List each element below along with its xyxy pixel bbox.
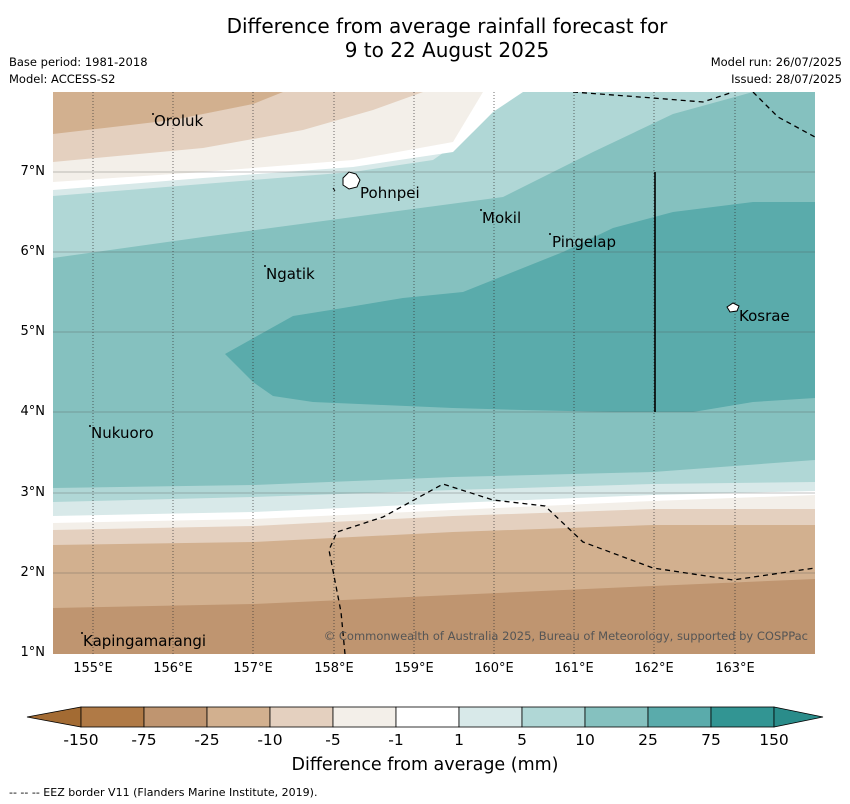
colorbar-tick-label: 150 — [759, 731, 789, 749]
meta-left: Base period: 1981-2018 Model: ACCESS-S2 — [9, 54, 148, 88]
lon-label-163e: 163°E — [715, 661, 755, 676]
place-kosrae: Kosrae — [739, 307, 790, 325]
eez-border-north — [572, 92, 815, 138]
lat-label-1n: 1°N — [20, 645, 46, 660]
lon-label-160e: 160°E — [474, 661, 514, 676]
graticule — [92, 92, 736, 654]
place-labels: Oroluk Pohnpei Mokil Pingelap Ngatik Kos… — [81, 112, 790, 650]
title-line-1: Difference from average rainfall forecas… — [226, 14, 668, 38]
lon-label-156e: 156°E — [153, 661, 193, 676]
ngatik-marker — [264, 265, 266, 267]
colorbar-swatches — [26, 706, 824, 728]
colorbar: -150 -75 -25 -10 -5 -1 1 5 10 25 75 150 — [26, 706, 824, 749]
issued-text: Issued: 28/07/2025 — [731, 72, 842, 86]
colorbar-swatch — [458, 706, 523, 728]
lon-label-157e: 157°E — [233, 661, 273, 676]
colorbar-extend-high — [773, 706, 824, 728]
lat-label-2n: 2°N — [20, 565, 46, 580]
lat-label-4n: 4°N — [20, 404, 46, 419]
band-25-blob — [225, 202, 815, 412]
pohnpei-island-icon — [342, 171, 361, 190]
place-ngatik: Ngatik — [266, 265, 315, 283]
place-nukuoro: Nukuoro — [91, 424, 154, 442]
colorbar-swatch — [521, 706, 586, 728]
lat-label-5n: 5°N — [20, 324, 46, 339]
colorbar-tick-label: -5 — [325, 731, 340, 749]
colorbar-tick-label: 10 — [575, 731, 595, 749]
eez-legend-note: -- -- -- EEZ border V11 (Flanders Marine… — [9, 786, 318, 799]
mokil-marker — [480, 209, 482, 211]
place-kapingamarangi: Kapingamarangi — [83, 632, 206, 650]
lon-label-155e: 155°E — [73, 661, 113, 676]
colorbar-tick-label: -75 — [131, 731, 156, 749]
colorbar-swatch — [710, 706, 775, 728]
colorbar-extend-low — [26, 706, 82, 728]
oroluk-marker — [152, 113, 154, 115]
eez-border-south — [328, 483, 815, 654]
eez-borders — [328, 92, 815, 654]
nukuoro-marker — [89, 425, 91, 427]
colorbar-tick-label: 5 — [517, 731, 527, 749]
place-oroluk: Oroluk — [154, 112, 203, 130]
latitude-lines — [53, 171, 815, 574]
lat-label-3n: 3°N — [20, 485, 46, 500]
colorbar-swatch — [206, 706, 271, 728]
place-mokil: Mokil — [482, 209, 521, 227]
colorbar-swatch — [647, 706, 712, 728]
lon-label-161e: 161°E — [554, 661, 594, 676]
title-line-2: 9 to 22 August 2025 — [344, 38, 550, 62]
band-minus-25-north — [53, 92, 283, 134]
colorbar-title: Difference from average (mm) — [291, 755, 559, 775]
model-text: Model: ACCESS-S2 — [9, 72, 116, 86]
colorbar-tick-label: -150 — [63, 731, 98, 749]
rainfall-map: Oroluk Pohnpei Mokil Pingelap Ngatik Kos… — [53, 92, 815, 654]
lat-label-6n: 6°N — [20, 244, 46, 259]
colorbar-tick-label: -10 — [257, 731, 282, 749]
colorbar-tick-label: -1 — [388, 731, 403, 749]
contour-bands — [53, 92, 815, 654]
colorbar-swatch — [269, 706, 334, 728]
lat-label-7n: 7°N — [20, 164, 46, 179]
colorbar-tick-label: -25 — [194, 731, 219, 749]
place-pohnpei: Pohnpei — [360, 184, 420, 202]
colorbar-tick-label: 25 — [638, 731, 658, 749]
chart-title: Difference from average rainfall forecas… — [0, 14, 850, 62]
model-run-text: Model run: 26/07/2025 — [710, 55, 842, 69]
colorbar-tick-label: 75 — [701, 731, 721, 749]
copyright-text: © Commonwealth of Australia 2025, Bureau… — [324, 629, 808, 643]
pingelap-marker — [549, 233, 551, 235]
colorbar-swatch — [143, 706, 208, 728]
colorbar-tick-label: 1 — [454, 731, 464, 749]
colorbar-swatch — [80, 706, 145, 728]
kosrae-island-icon — [726, 302, 740, 313]
colorbar-tick-labels: -150 -75 -25 -10 -5 -1 1 5 10 25 75 150 — [63, 731, 788, 749]
meta-right: Model run: 26/07/2025 Issued: 28/07/2025 — [711, 54, 842, 88]
lon-label-158e: 158°E — [314, 661, 354, 676]
base-period-text: Base period: 1981-2018 — [9, 55, 148, 69]
kapingamarangi-marker — [81, 632, 83, 634]
colorbar-swatch — [332, 706, 397, 728]
colorbar-swatch — [584, 706, 649, 728]
lon-label-162e: 162°E — [634, 661, 674, 676]
pohnpei-islet-mark — [332, 187, 336, 192]
colorbar-swatch — [395, 706, 460, 728]
lon-label-159e: 159°E — [394, 661, 434, 676]
place-pingelap: Pingelap — [552, 233, 616, 251]
